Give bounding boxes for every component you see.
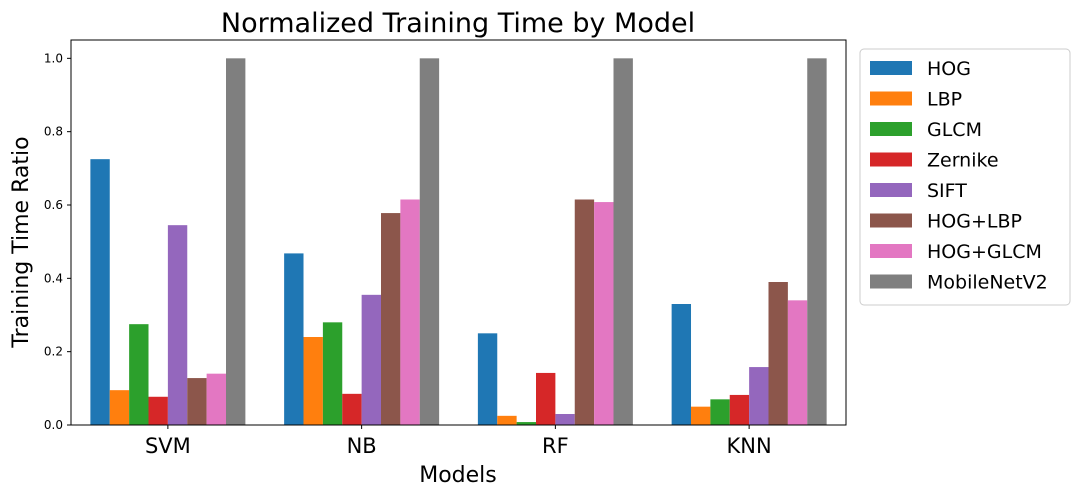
legend-label: GLCM — [927, 119, 982, 141]
legend-swatch — [870, 61, 912, 75]
bar — [768, 282, 788, 425]
y-tick-label: 0.6 — [44, 198, 63, 212]
bar — [109, 390, 130, 425]
bar — [729, 394, 750, 425]
legend-label: SIFT — [927, 180, 967, 202]
plot-area: 0.0 0.2 0.4 0.6 0.8 1.0 SVM NB RF KNN — [44, 39, 847, 458]
bar — [148, 396, 168, 425]
bar — [381, 213, 401, 425]
x-axis-label: Models — [419, 463, 497, 488]
x-tick-label: KNN — [727, 434, 772, 458]
legend-label: LBP — [927, 89, 962, 111]
legend-swatch — [870, 213, 912, 228]
legend-swatch — [870, 244, 912, 258]
bar — [516, 422, 537, 425]
x-tick-label: RF — [542, 434, 569, 458]
legend: HOG LBP GLCM Zernike SIFT HOG+LBP HOG+GLCM Mobi… — [859, 48, 1071, 306]
bar — [303, 337, 323, 425]
x-tick-label: NB — [347, 434, 377, 458]
legend-label: HOG+LBP — [927, 211, 1022, 233]
legend-swatch — [870, 183, 912, 197]
chart-title: Normalized Training Time by Model — [221, 8, 695, 39]
bar — [90, 159, 110, 426]
bar — [807, 58, 827, 425]
legend-swatch — [870, 122, 912, 136]
bar — [710, 399, 730, 425]
bar — [536, 372, 556, 425]
y-tick-label: 0.0 — [44, 418, 63, 432]
bar — [226, 58, 246, 425]
bar — [206, 373, 227, 425]
bar — [167, 225, 188, 425]
bar — [691, 406, 711, 425]
y-tick-label: 0.8 — [44, 125, 63, 139]
legend-label: HOG+GLCM — [927, 241, 1042, 263]
plot-frame — [70, 39, 847, 426]
x-tick-label: SVM — [145, 434, 191, 458]
y-tick-label: 1.0 — [44, 51, 63, 65]
bar — [613, 58, 633, 425]
legend-swatch — [870, 91, 912, 106]
bar — [555, 414, 575, 425]
bar — [284, 253, 304, 425]
y-tick-label: 0.2 — [44, 345, 63, 359]
bar — [477, 333, 498, 425]
legend-label: Zernike — [927, 150, 999, 172]
bar — [342, 393, 362, 425]
bar — [787, 300, 808, 425]
bar — [419, 58, 440, 425]
bar — [129, 324, 149, 425]
bar — [322, 322, 343, 425]
legend-box — [859, 48, 1071, 306]
y-tick-label: 0.4 — [44, 271, 63, 285]
legend-label: MobileNetV2 — [927, 272, 1048, 294]
legend-label: HOG — [927, 58, 971, 80]
bar — [594, 202, 614, 425]
bar — [749, 367, 769, 425]
legend-swatch — [870, 152, 912, 167]
bar — [497, 415, 517, 425]
bar — [187, 378, 207, 425]
bar — [574, 199, 595, 425]
legend-swatch — [870, 274, 912, 289]
bar — [400, 199, 420, 425]
bar — [671, 304, 692, 425]
bar — [361, 294, 382, 425]
y-axis-label: Training Time Ratio — [9, 136, 34, 348]
